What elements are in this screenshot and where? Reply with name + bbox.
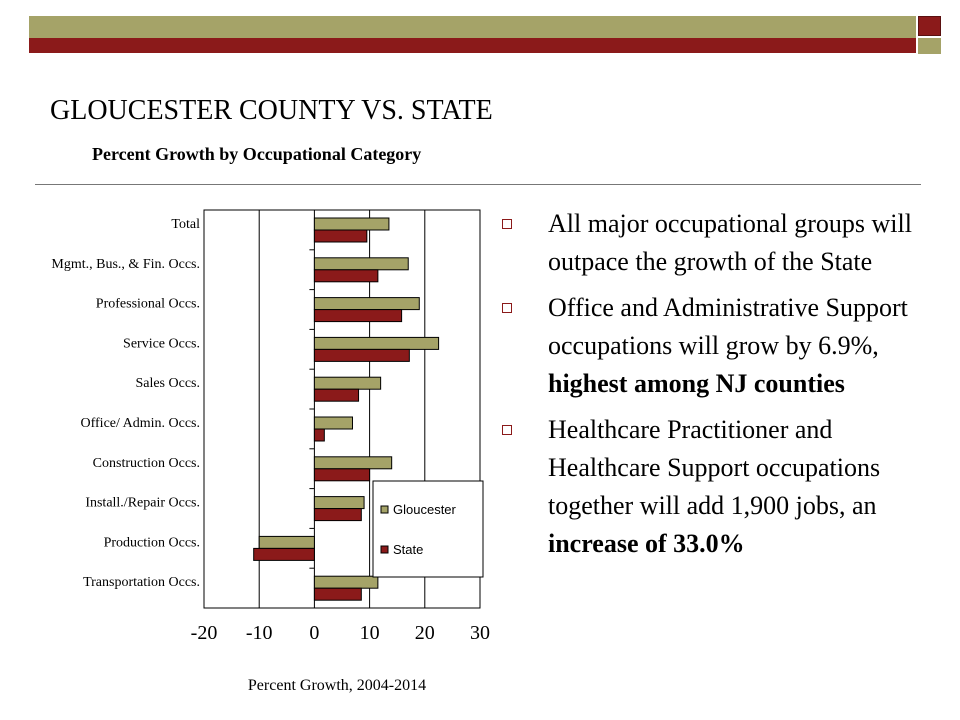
bar-gloucester [313,217,390,231]
bar-state [313,309,403,323]
bullet-text: Office and Administrative Support occupa… [548,293,908,360]
page-title: GLOUCESTER COUNTY VS. STATE [50,95,493,126]
bullet-item: Healthcare Practitioner and Healthcare S… [500,411,940,563]
bullet-text: increase of 33.0% [548,529,745,558]
x-tick-label: -20 [191,622,218,644]
bar-gloucester [313,297,420,311]
legend-label-state: State [393,542,423,557]
square-bullet-icon [502,425,512,435]
bullet-item: All major occupational groups will outpa… [500,205,940,281]
bar-state [313,468,371,482]
square-bullet-icon [502,303,512,313]
bullet-text: highest among NJ counties [548,369,845,398]
bar-gloucester [313,336,440,350]
bar-state [313,388,360,402]
legend-label-gloucester: Gloucester [393,502,457,517]
x-tick-label: 10 [360,622,380,644]
legend-swatch-state [380,545,389,554]
bar-gloucester [313,376,382,390]
category-label: Service Occs. [123,336,200,351]
category-label: Professional Occs. [96,297,200,312]
bar-state [313,229,368,243]
bar-gloucester [313,456,393,470]
legend-box [372,480,484,578]
bar-state [313,587,362,601]
category-label: Sales Occs. [135,376,200,391]
bar-gloucester [313,575,379,589]
bullet-item: Office and Administrative Support occupa… [500,289,940,403]
header-bar-red [29,38,916,53]
category-label: Total [171,217,200,232]
bar-state [313,269,379,283]
bar-gloucester [313,257,409,271]
bar-state [313,348,410,362]
square-bullet-icon [502,219,512,229]
x-tick-label: -10 [246,622,273,644]
category-label: Office/ Admin. Occs. [81,416,201,431]
bar-chart: Total Mgmt., Bus., & Fin. Occs. Profession… [51,209,490,694]
bar-gloucester [313,416,353,430]
x-tick-label: 30 [470,622,490,644]
x-tick-label: 20 [415,622,435,644]
bar-state [313,508,362,522]
page-subtitle: Percent Growth by Occupational Category [92,144,422,164]
bullet-list: All major occupational groups will outpa… [500,205,940,571]
x-axis-label: Percent Growth, 2004-2014 [248,677,426,694]
category-label: Install./Repair Occs. [85,496,200,511]
category-label: Mgmt., Bus., & Fin. Occs. [51,257,200,272]
category-label: Production Occs. [104,535,200,550]
x-tick-label: 0 [309,622,319,644]
corner-square-red [918,16,941,36]
bullet-text: All major occupational groups will outpa… [548,209,912,276]
bar-gloucester [313,496,365,510]
bar-gloucester [258,535,315,549]
bar-state [253,547,315,561]
title-divider [35,184,921,185]
category-label: Construction Occs. [93,456,200,471]
corner-square-olive [918,38,941,54]
legend-swatch-gloucester [380,505,389,514]
bar-state [313,428,325,442]
bullet-text: Healthcare Practitioner and Healthcare S… [548,415,881,520]
category-label: Transportation Occs. [83,575,200,590]
